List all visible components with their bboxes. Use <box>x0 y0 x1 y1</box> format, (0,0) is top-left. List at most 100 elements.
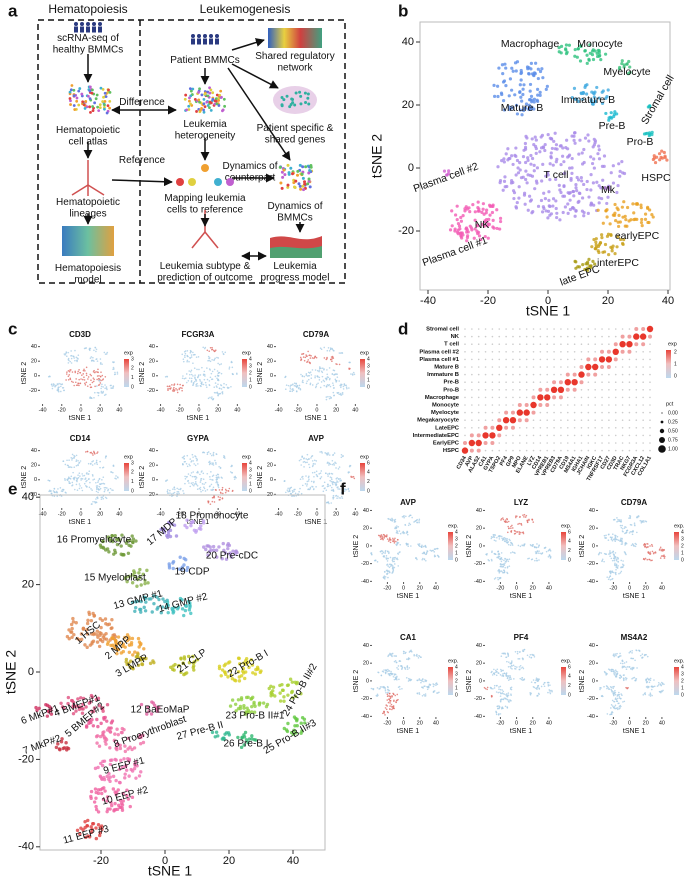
cell-dot <box>218 489 221 491</box>
cell-dot <box>118 743 122 748</box>
cell-dot <box>121 791 125 796</box>
cell-dot <box>530 544 532 547</box>
cell-dot <box>200 471 203 473</box>
cell-dot <box>214 382 217 384</box>
cell-dot <box>511 544 514 546</box>
cell-dot <box>93 360 95 362</box>
hetero-dot <box>199 108 202 112</box>
cell-dot <box>410 650 412 653</box>
cell-dot <box>338 497 340 499</box>
cell-dot <box>232 678 237 682</box>
dot <box>504 425 509 430</box>
cell-dot <box>296 386 298 389</box>
cell-dot <box>543 148 547 153</box>
arrow <box>227 67 291 161</box>
dot <box>560 442 562 444</box>
cell-dot <box>390 672 393 675</box>
cell-dot <box>228 551 232 555</box>
cell-dot <box>88 486 91 489</box>
cell-dot <box>534 138 538 142</box>
dot <box>484 328 487 330</box>
x-tick-label: 0 <box>628 585 631 591</box>
cell-dot <box>494 577 497 579</box>
cell-dot <box>288 488 291 491</box>
cluster-label: 26 Pre-B I <box>223 739 268 750</box>
cell-dot <box>458 227 462 231</box>
dot <box>471 419 473 422</box>
cell-dot <box>76 360 78 363</box>
cell-dot <box>319 367 321 369</box>
y-axis-label: tSNE 2 <box>257 362 264 384</box>
hetero-dot <box>188 96 191 100</box>
cell-dot <box>102 497 105 500</box>
text-line: healthy BMMCs <box>53 44 124 55</box>
dot <box>608 411 610 414</box>
cell-dot <box>501 80 506 84</box>
cell-dot <box>663 557 666 559</box>
cell-dot <box>310 455 313 458</box>
cell-dot <box>336 480 338 482</box>
cell-dot <box>598 552 600 555</box>
cell-dot <box>143 578 147 583</box>
dyn-dot <box>296 169 300 173</box>
dot <box>546 366 549 368</box>
cell-dot <box>605 234 610 238</box>
cell-dot <box>620 520 623 523</box>
cell-dot <box>89 481 91 484</box>
cell-dot <box>416 518 418 521</box>
cell-dot <box>299 356 302 359</box>
cell-dot <box>78 832 82 836</box>
cell-dot <box>535 546 538 549</box>
cell-dot <box>390 670 392 673</box>
cell-dot <box>389 674 391 677</box>
cell-dot <box>119 758 123 763</box>
cell-dot <box>307 378 310 381</box>
cell-dot <box>388 570 391 573</box>
dot <box>464 343 466 346</box>
cell-dot <box>613 557 616 560</box>
cell-dot <box>202 373 205 376</box>
cell-dot <box>407 524 410 527</box>
cell-dot <box>162 530 167 535</box>
dot <box>642 396 644 399</box>
dot <box>505 343 507 346</box>
cell-dot <box>183 461 186 463</box>
cell-dot <box>217 496 220 498</box>
cell-dot <box>221 489 223 491</box>
cell-dot <box>621 537 623 540</box>
dot <box>532 328 535 330</box>
cell-dot <box>399 543 402 546</box>
cell-dot <box>89 830 94 835</box>
cell-dot <box>646 206 650 210</box>
cell-dot <box>580 209 585 213</box>
hetero-dot <box>185 108 189 112</box>
cell-dot <box>106 487 108 489</box>
cell-dot <box>60 495 63 497</box>
cell-dot <box>379 534 381 537</box>
dot <box>532 449 535 452</box>
dot <box>546 351 549 353</box>
cell-dot <box>293 694 298 699</box>
cell-dot <box>84 370 86 372</box>
hetero-dot <box>217 104 221 107</box>
cell-dot <box>309 371 312 373</box>
cell-dot <box>546 133 550 137</box>
cell-dot <box>328 454 331 456</box>
step-label: Difference <box>119 97 165 108</box>
cell-dot <box>210 730 215 735</box>
cell-dot <box>99 487 102 490</box>
cell-dot <box>308 466 311 469</box>
cell-dot <box>647 105 652 109</box>
dot <box>573 335 576 338</box>
cell-dot <box>129 767 133 772</box>
cell-dot <box>611 181 616 185</box>
cell-dot <box>229 555 233 559</box>
dot <box>498 381 501 384</box>
cell-dot <box>68 459 70 461</box>
cell-dot <box>544 547 547 549</box>
cell-dot <box>304 356 307 359</box>
cell-dot <box>401 666 404 669</box>
cell-dot <box>166 520 171 525</box>
cell-dot <box>124 763 128 768</box>
cell-dot <box>330 486 333 489</box>
